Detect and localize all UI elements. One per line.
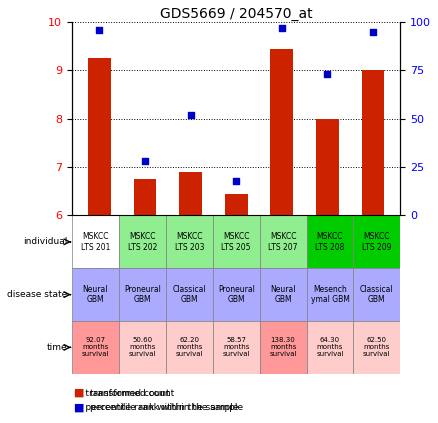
FancyBboxPatch shape: [72, 321, 119, 374]
Bar: [225, 194, 247, 215]
FancyBboxPatch shape: [166, 215, 213, 268]
FancyBboxPatch shape: [307, 321, 353, 374]
Text: 50.60
months
survival: 50.60 months survival: [129, 338, 156, 357]
FancyBboxPatch shape: [119, 215, 166, 268]
FancyBboxPatch shape: [166, 268, 213, 321]
FancyBboxPatch shape: [307, 215, 353, 268]
Text: MSKCC
LTS 203: MSKCC LTS 203: [174, 232, 204, 252]
Text: Neural
GBM: Neural GBM: [83, 285, 108, 304]
Text: MSKCC
LTS 207: MSKCC LTS 207: [268, 232, 298, 252]
Text: 58.57
months
survival: 58.57 months survival: [223, 338, 250, 357]
FancyBboxPatch shape: [353, 215, 400, 268]
FancyBboxPatch shape: [260, 321, 307, 374]
Text: individual: individual: [23, 237, 67, 246]
Text: ■: ■: [74, 387, 85, 398]
Text: percentile rank within the sample: percentile rank within the sample: [90, 403, 243, 412]
Point: [96, 26, 103, 33]
Point: [233, 177, 240, 184]
Title: GDS5669 / 204570_at: GDS5669 / 204570_at: [160, 7, 312, 21]
FancyBboxPatch shape: [213, 215, 260, 268]
Bar: [179, 172, 202, 215]
Text: ■ percentile rank within the sample: ■ percentile rank within the sample: [74, 403, 239, 412]
FancyBboxPatch shape: [353, 321, 400, 374]
Text: Neural
GBM: Neural GBM: [270, 285, 296, 304]
FancyBboxPatch shape: [260, 268, 307, 321]
Text: transformed count: transformed count: [90, 388, 174, 398]
FancyBboxPatch shape: [119, 268, 166, 321]
Text: Mesench
ymal GBM: Mesench ymal GBM: [311, 285, 350, 304]
FancyBboxPatch shape: [353, 268, 400, 321]
FancyBboxPatch shape: [213, 268, 260, 321]
Text: disease state: disease state: [7, 290, 67, 299]
FancyBboxPatch shape: [72, 268, 119, 321]
Text: 92.07
months
survival: 92.07 months survival: [82, 338, 109, 357]
FancyBboxPatch shape: [119, 321, 166, 374]
Point: [278, 25, 285, 31]
Text: Classical
GBM: Classical GBM: [173, 285, 206, 304]
Text: ■ transformed count: ■ transformed count: [74, 388, 170, 398]
FancyBboxPatch shape: [166, 321, 213, 374]
Bar: [316, 119, 339, 215]
Text: Proneural
GBM: Proneural GBM: [218, 285, 254, 304]
Text: 138.30
months
survival: 138.30 months survival: [269, 338, 297, 357]
Text: MSKCC
LTS 208: MSKCC LTS 208: [315, 232, 345, 252]
Bar: [362, 70, 385, 215]
FancyBboxPatch shape: [72, 215, 119, 268]
Text: Proneural
GBM: Proneural GBM: [124, 285, 161, 304]
Text: MSKCC
LTS 209: MSKCC LTS 209: [362, 232, 392, 252]
Text: time: time: [47, 343, 67, 352]
Point: [370, 28, 377, 35]
FancyBboxPatch shape: [213, 321, 260, 374]
FancyBboxPatch shape: [307, 268, 353, 321]
Text: MSKCC
LTS 205: MSKCC LTS 205: [222, 232, 251, 252]
Text: 64.30
months
survival: 64.30 months survival: [316, 338, 344, 357]
Text: Classical
GBM: Classical GBM: [360, 285, 394, 304]
Text: 62.20
months
survival: 62.20 months survival: [176, 338, 203, 357]
Bar: [134, 179, 156, 215]
FancyBboxPatch shape: [260, 215, 307, 268]
Bar: [88, 58, 111, 215]
Text: 62.50
months
survival: 62.50 months survival: [363, 338, 391, 357]
Point: [187, 111, 194, 118]
Text: ■: ■: [74, 402, 85, 412]
Text: MSKCC
LTS 202: MSKCC LTS 202: [128, 232, 157, 252]
Point: [141, 158, 148, 165]
Bar: [270, 49, 293, 215]
Text: MSKCC
LTS 201: MSKCC LTS 201: [81, 232, 110, 252]
Point: [324, 71, 331, 77]
